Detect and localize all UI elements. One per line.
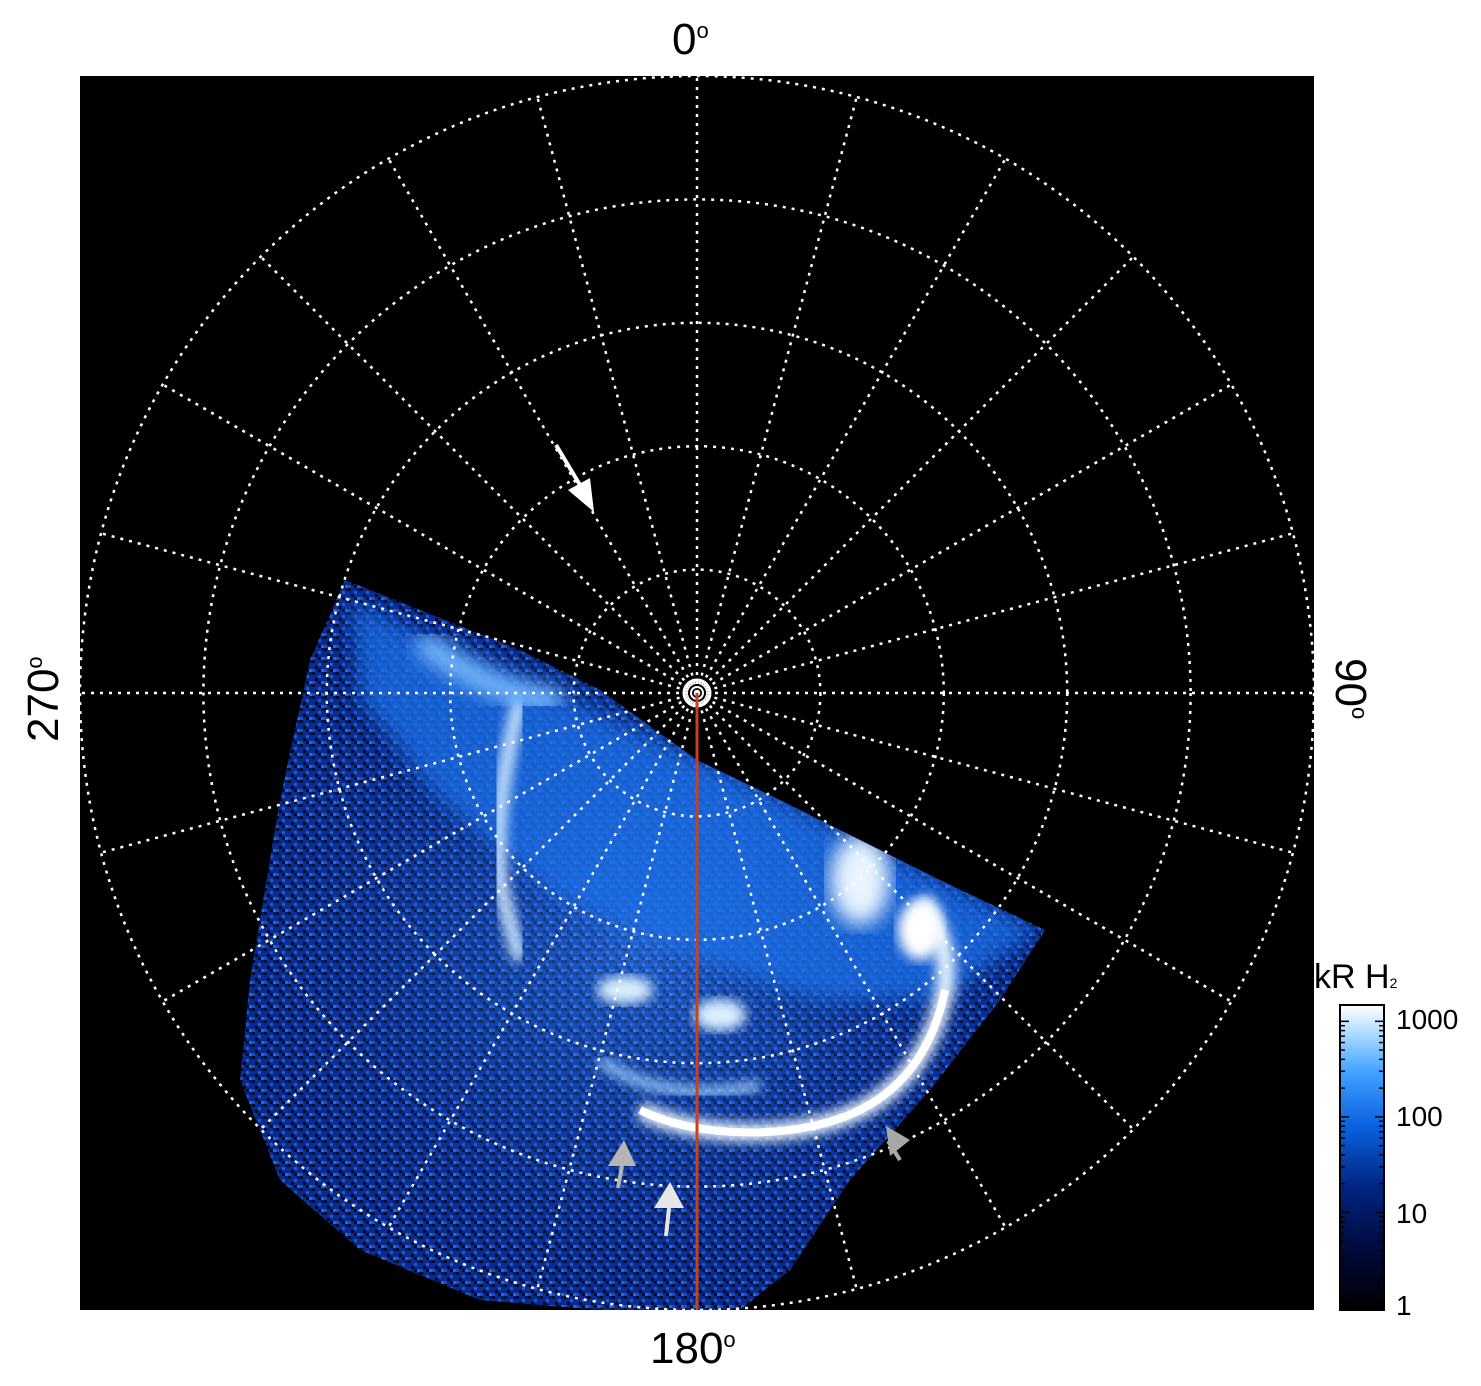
gray-arrow-lower-left <box>608 1140 636 1189</box>
longitude-spoke <box>696 255 1135 694</box>
polar-grid <box>80 76 1314 1310</box>
longitude-spoke <box>696 532 1294 695</box>
gray-arrow-right <box>886 1126 910 1162</box>
longitude-spoke <box>100 691 698 854</box>
longitude-spoke <box>387 158 699 694</box>
colorbar-title: kR H2 <box>1314 958 1398 996</box>
angle-label-90: 90o <box>1326 658 1375 720</box>
colorbar-tick-1000: 1000 <box>1396 1004 1459 1035</box>
longitude-spoke <box>696 383 1232 695</box>
longitude-spoke <box>695 692 858 1290</box>
colorbar-tick-10: 10 <box>1396 1198 1428 1229</box>
angle-label-180: 180o <box>650 1324 736 1373</box>
colorbar-tick-100: 100 <box>1396 1101 1443 1132</box>
longitude-spoke <box>695 692 1007 1228</box>
longitude-spoke <box>100 532 698 695</box>
colorbar-tick-1: 1 <box>1396 1290 1412 1321</box>
longitude-spoke <box>259 255 698 694</box>
latitude-ring <box>572 568 822 818</box>
longitude-spoke <box>695 158 1007 694</box>
white-arrow-upper <box>554 443 594 512</box>
longitude-spoke <box>387 692 699 1228</box>
white-arrow-lower <box>654 1182 684 1237</box>
longitude-spoke <box>162 383 698 695</box>
angle-label-0: 0o <box>672 15 709 64</box>
longitude-spoke <box>162 691 698 1003</box>
longitude-spoke <box>696 691 1232 1003</box>
longitude-spoke <box>696 691 1294 854</box>
longitude-spoke <box>695 96 858 694</box>
angle-label-270: 270o <box>19 656 68 742</box>
colorbar-ticks <box>1341 1020 1383 1309</box>
left-auroral-arc <box>491 698 527 962</box>
longitude-spoke <box>536 96 699 694</box>
longitude-spoke <box>259 692 698 1131</box>
longitude-spoke <box>696 692 1135 1131</box>
colorbar <box>1339 1004 1385 1311</box>
longitude-spoke <box>536 692 699 1290</box>
